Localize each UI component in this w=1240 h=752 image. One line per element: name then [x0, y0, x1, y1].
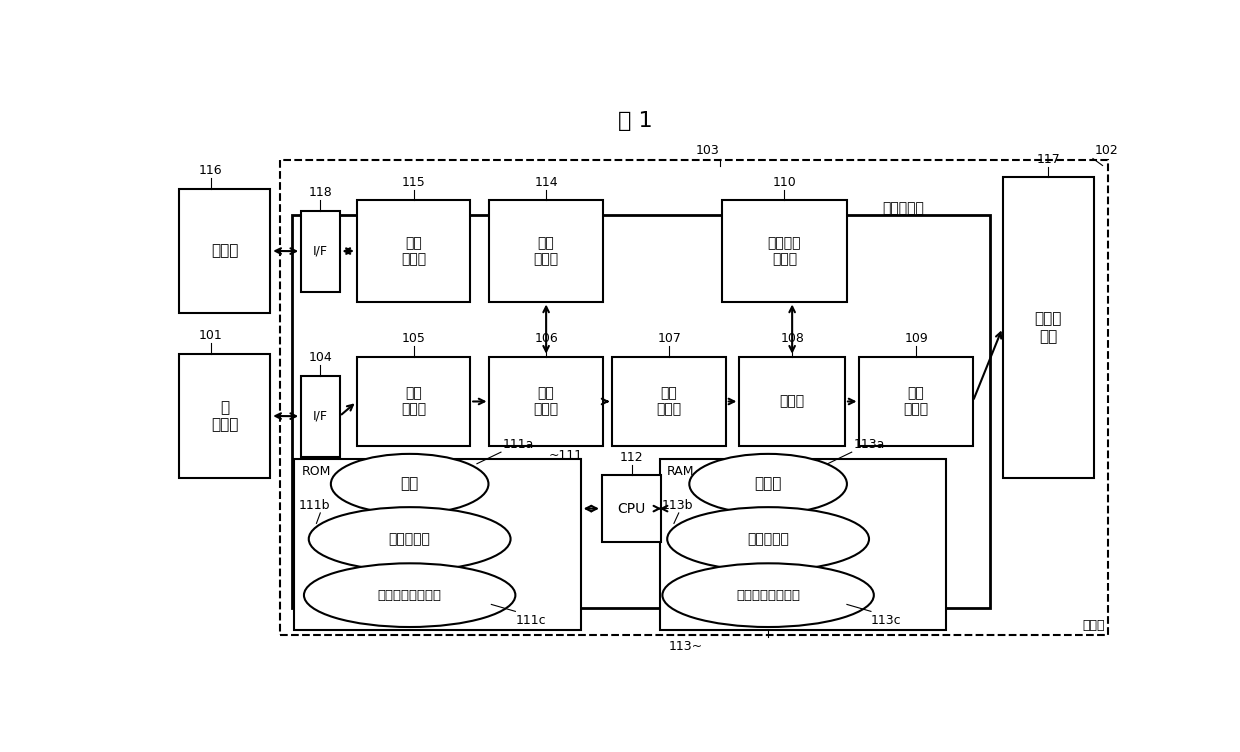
Text: ~111: ~111 [549, 449, 583, 462]
Text: 数据
校正器: 数据 校正器 [533, 236, 559, 266]
Bar [613, 356, 725, 447]
Text: 打印机: 打印机 [1083, 619, 1105, 632]
Ellipse shape [331, 454, 489, 514]
Text: 图 1: 图 1 [619, 111, 652, 131]
Text: 程序: 程序 [401, 477, 419, 492]
Text: 107: 107 [657, 332, 681, 345]
Text: 101: 101 [200, 329, 223, 342]
Bar [601, 475, 661, 542]
Text: 主
计算机: 主 计算机 [211, 400, 238, 432]
Text: 116: 116 [200, 164, 223, 177]
Text: 颜色转换表: 颜色转换表 [388, 532, 430, 546]
Ellipse shape [309, 507, 511, 571]
Text: 113c: 113c [870, 614, 901, 627]
Text: 浓度校正表: 浓度校正表 [748, 532, 789, 546]
Text: 渲染器: 渲染器 [780, 395, 805, 408]
Text: 118: 118 [309, 186, 332, 199]
Text: 中间色调
处理器: 中间色调 处理器 [768, 236, 801, 266]
Text: 对象
生成器: 对象 生成器 [533, 387, 559, 417]
Text: 104: 104 [309, 351, 332, 364]
Ellipse shape [662, 563, 874, 627]
Bar [294, 459, 580, 630]
Text: 频带
缓冲器: 频带 缓冲器 [904, 387, 929, 417]
Text: 113~: 113~ [670, 641, 703, 653]
Text: 105: 105 [402, 332, 425, 345]
Bar [179, 353, 270, 478]
Text: 基本色浓度校正表: 基本色浓度校正表 [737, 589, 800, 602]
Text: 114: 114 [534, 176, 558, 189]
Text: CPU: CPU [618, 502, 646, 516]
Ellipse shape [689, 454, 847, 514]
Text: 接收
缓冲器: 接收 缓冲器 [401, 387, 427, 417]
Bar [293, 215, 990, 608]
Text: 112: 112 [620, 450, 644, 464]
Bar [357, 200, 470, 302]
Text: ROM: ROM [303, 465, 331, 478]
Ellipse shape [304, 563, 516, 627]
Text: 图像处理器: 图像处理器 [882, 202, 924, 215]
Text: 111b: 111b [299, 499, 331, 512]
Bar [280, 159, 1109, 635]
Text: 106: 106 [534, 332, 558, 345]
Bar [301, 376, 340, 456]
Bar [739, 356, 844, 447]
Text: 打印机
引擎: 打印机 引擎 [1034, 311, 1061, 344]
Bar [490, 200, 603, 302]
Bar [301, 211, 340, 292]
Text: 基本色浓度特性表: 基本色浓度特性表 [378, 589, 441, 602]
Text: RAM: RAM [667, 465, 694, 478]
Text: 117: 117 [1037, 153, 1060, 165]
Text: 115: 115 [402, 176, 425, 189]
Bar [859, 356, 973, 447]
Text: I/F: I/F [312, 410, 327, 423]
Text: 102: 102 [1095, 144, 1118, 157]
Bar [660, 459, 946, 630]
Bar [490, 356, 603, 447]
Text: 103: 103 [696, 144, 719, 157]
Text: 对象
缓冲器: 对象 缓冲器 [656, 387, 682, 417]
Text: 109: 109 [904, 332, 928, 345]
Bar [357, 356, 470, 447]
Text: 工作区: 工作区 [754, 477, 781, 492]
Bar [1003, 177, 1094, 478]
Bar [722, 200, 847, 302]
Text: 108: 108 [780, 332, 804, 345]
Text: 110: 110 [773, 176, 796, 189]
Text: 113a: 113a [853, 438, 885, 451]
Ellipse shape [667, 507, 869, 571]
Text: 浓度
校正器: 浓度 校正器 [401, 236, 427, 266]
Text: 扫描器: 扫描器 [211, 244, 238, 259]
Text: 111c: 111c [516, 614, 546, 627]
Text: I/F: I/F [312, 244, 327, 258]
Bar [179, 189, 270, 313]
Text: 111a: 111a [503, 438, 534, 451]
Text: 113b: 113b [661, 499, 693, 512]
